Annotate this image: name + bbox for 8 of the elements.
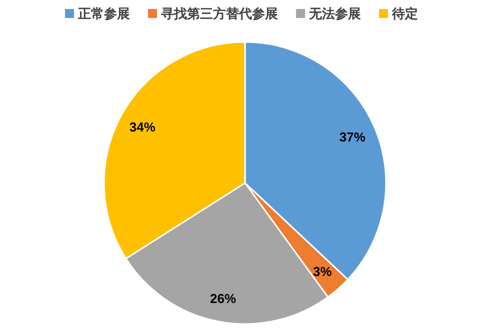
legend-label: 寻找第三方替代参展: [160, 6, 278, 21]
legend-label: 无法参展: [308, 6, 361, 21]
data-label: 26%: [210, 290, 237, 306]
legend-label: 待定: [391, 6, 418, 21]
data-label: 34%: [129, 120, 156, 135]
data-label: 3%: [312, 264, 332, 279]
data-label: 37%: [339, 130, 366, 145]
legend-label: 正常参展: [77, 6, 130, 21]
